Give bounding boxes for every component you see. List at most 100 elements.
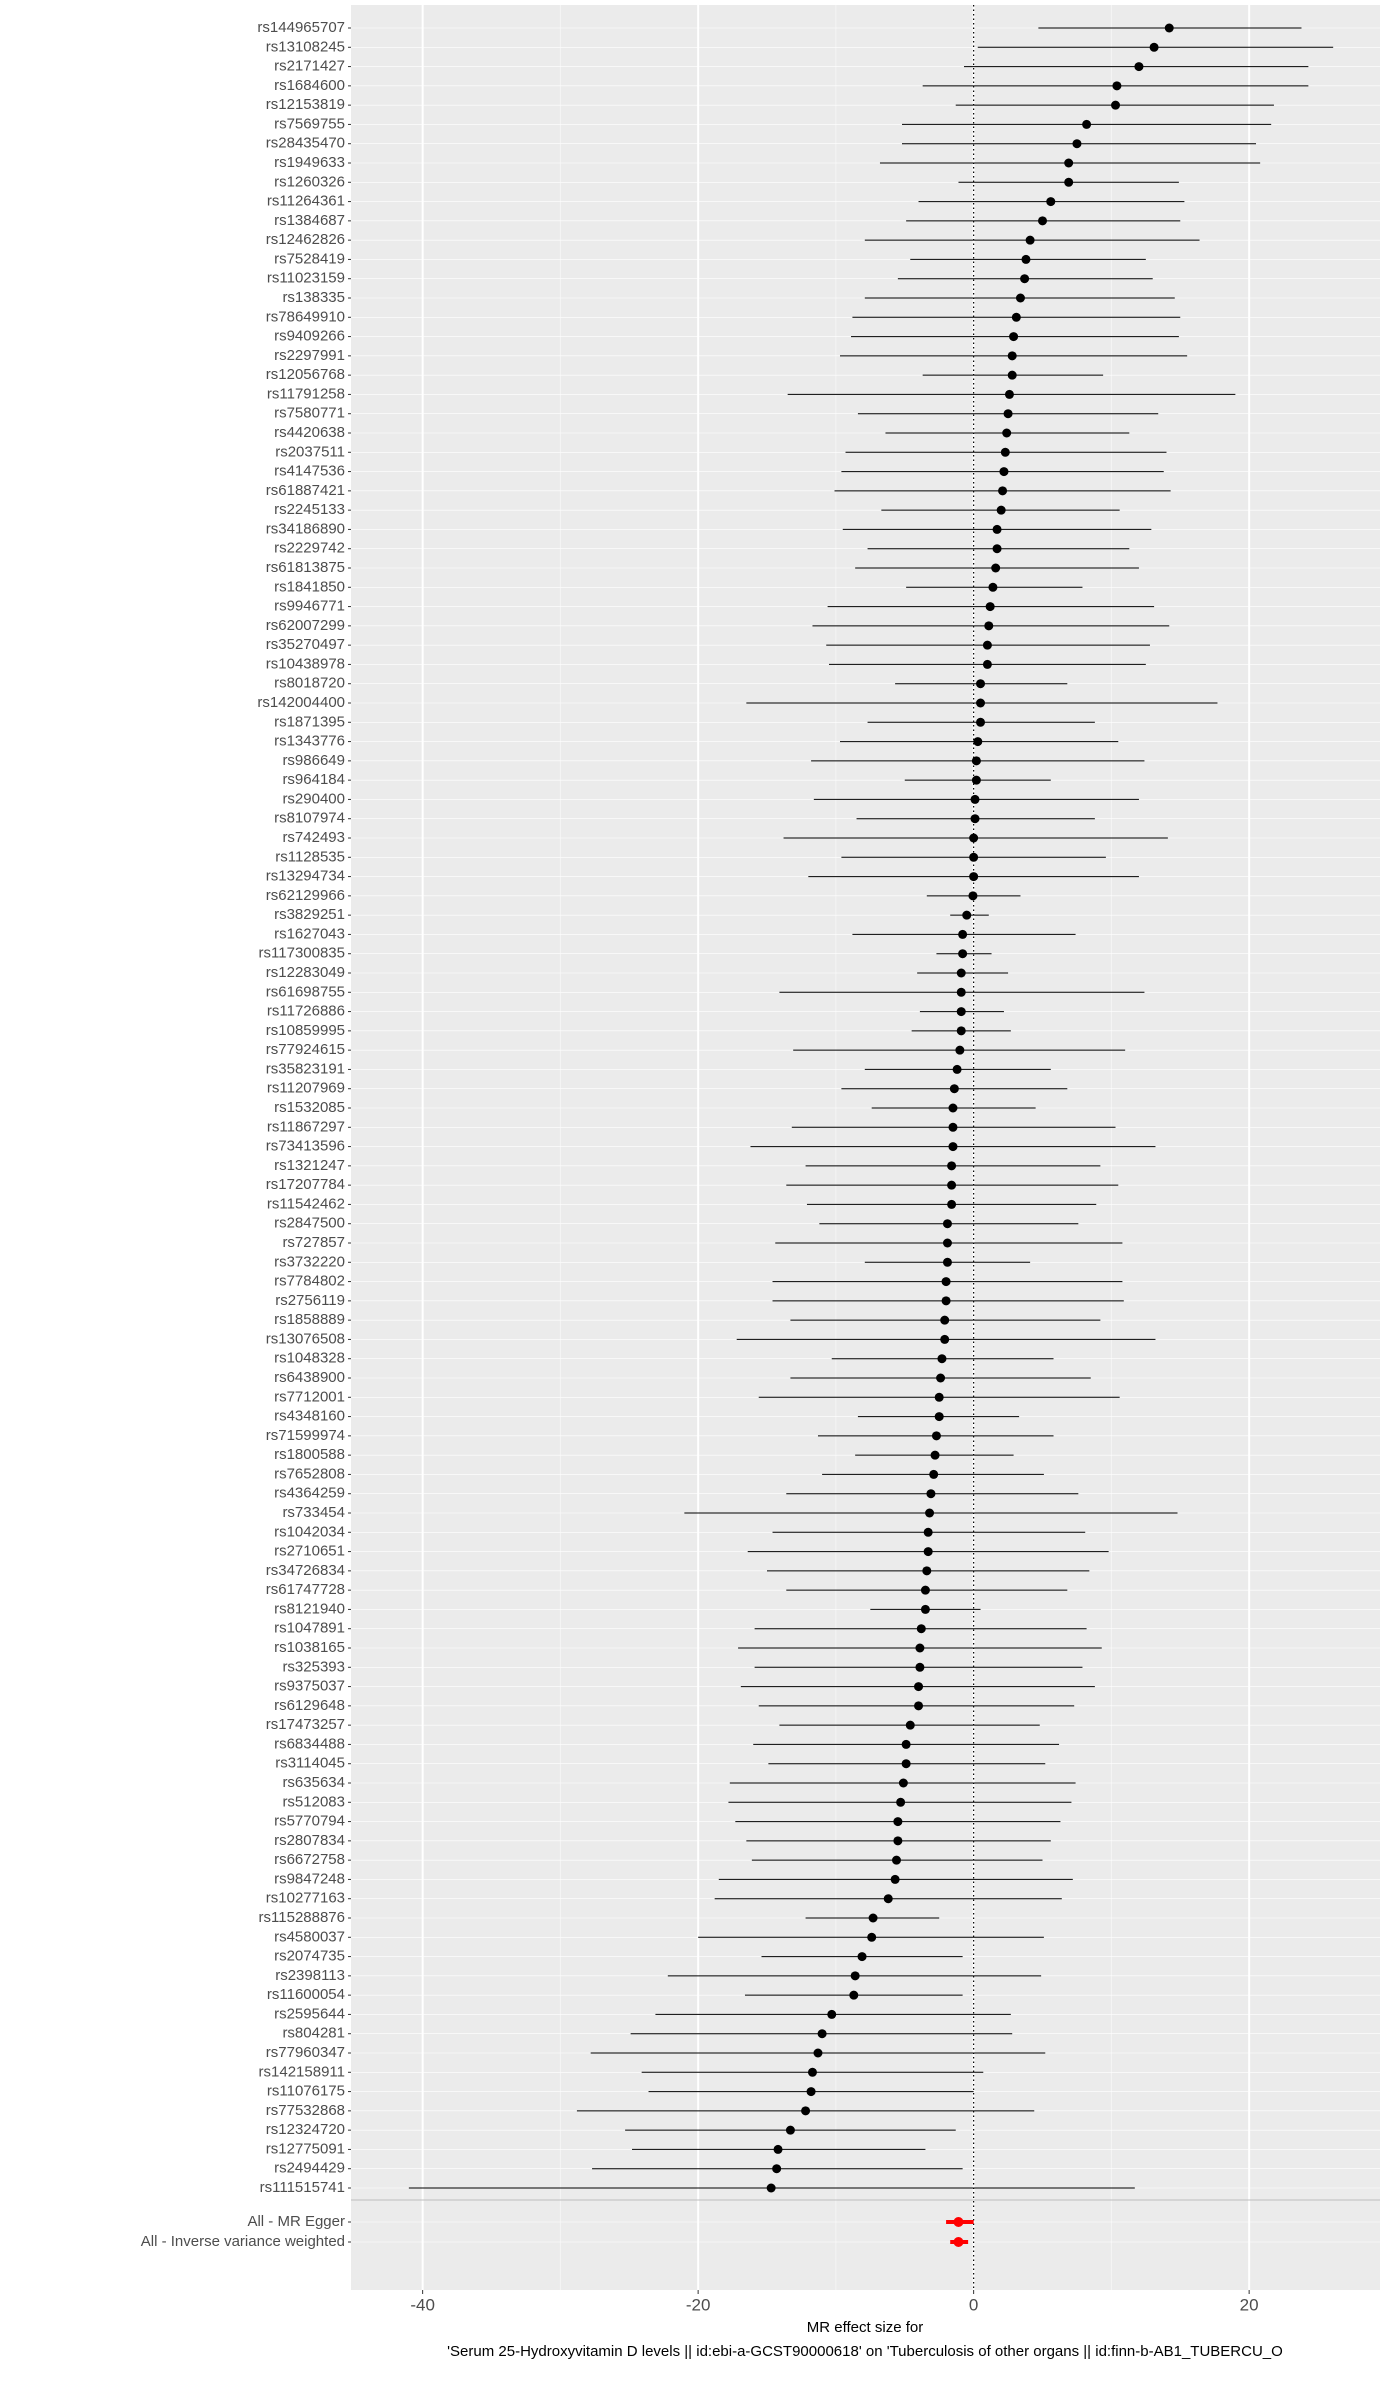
y-tick-label: rs7652808: [274, 1465, 345, 1482]
point: [992, 544, 1002, 554]
y-tick-label: rs2229742: [274, 540, 345, 557]
point: [942, 1219, 952, 1229]
y-tick-label: rs117300835: [259, 945, 345, 962]
y-tick-label: rs6438900: [274, 1369, 345, 1386]
point: [931, 1431, 941, 1441]
x-tick-label: -40: [410, 2295, 435, 2314]
point: [893, 1836, 903, 1846]
point: [827, 2009, 837, 2019]
point: [955, 1045, 965, 1055]
point: [817, 2029, 827, 2039]
y-tick-label: rs11600054: [267, 1986, 345, 2003]
point: [901, 1759, 911, 1769]
y-tick-label: rs138335: [282, 289, 345, 306]
y-tick-label: rs61698755: [266, 983, 345, 1000]
y-tick-label: rs1532085: [274, 1099, 345, 1116]
y-tick-label: rs9946771: [274, 598, 345, 615]
y-tick-label: rs73413596: [266, 1138, 345, 1155]
point: [952, 1064, 962, 1074]
y-tick-label: rs12462826: [266, 231, 345, 248]
point: [1038, 216, 1048, 226]
y-tick-label: rs2297991: [274, 347, 345, 364]
point: [942, 1257, 952, 1267]
point: [970, 794, 980, 804]
x-axis-label: MR effect size for: [807, 2319, 923, 2336]
y-tick-label: rs4580037: [274, 1928, 345, 1945]
y-tick-label: rs1627043: [274, 925, 345, 942]
y-tick-label: rs7569755: [274, 115, 345, 132]
point: [1134, 62, 1144, 72]
point: [948, 1122, 958, 1132]
point: [1064, 158, 1074, 168]
y-tick-label: rs7712001: [274, 1388, 345, 1405]
y-tick-label: rs7580771: [274, 405, 345, 422]
point: [984, 621, 994, 631]
y-tick-label: rs2074735: [274, 1948, 345, 1965]
point: [999, 467, 1009, 477]
point: [925, 1508, 935, 1518]
y-tick-label: rs10859995: [266, 1022, 345, 1039]
point: [947, 1199, 957, 1209]
y-tick-label: rs1128535: [275, 848, 345, 865]
point: [937, 1354, 947, 1364]
point: [998, 486, 1008, 496]
y-tick-label: rs9847248: [274, 1870, 345, 1887]
point: [992, 524, 1002, 534]
point: [971, 756, 981, 766]
y-tick-label: rs1384687: [274, 212, 345, 229]
y-tick-label: rs2710651: [274, 1543, 345, 1560]
point: [896, 1797, 906, 1807]
point: [958, 929, 968, 939]
point: [807, 2067, 817, 2077]
point: [969, 872, 979, 882]
y-tick-label: rs62007299: [266, 617, 345, 634]
point: [976, 698, 986, 708]
point: [969, 852, 979, 862]
y-tick-label: rs6672758: [274, 1851, 345, 1868]
y-tick-label: rs727857: [282, 1234, 345, 1251]
point: [915, 1662, 925, 1672]
y-tick-label: rs71599974: [266, 1427, 345, 1444]
point: [953, 2237, 964, 2247]
point: [1111, 100, 1121, 110]
point: [920, 1585, 930, 1595]
point: [1112, 81, 1122, 91]
panel: [351, 5, 1380, 2290]
point: [956, 1026, 966, 1036]
y-tick-label: rs34726834: [266, 1562, 345, 1579]
point: [934, 1392, 944, 1402]
y-tick-label: rs8018720: [274, 675, 345, 692]
point: [968, 891, 978, 901]
point: [890, 1874, 900, 1884]
y-tick-label: rs17473257: [266, 1716, 345, 1733]
y-tick-label: rs1841850: [274, 578, 345, 595]
point: [923, 1527, 933, 1537]
y-tick-label: rs2756119: [275, 1292, 345, 1309]
point: [766, 2183, 776, 2193]
point: [988, 582, 998, 592]
y-tick-label: rs512083: [282, 1793, 345, 1810]
point: [905, 1720, 915, 1730]
point: [930, 1450, 940, 1460]
y-tick-label: rs2245133: [274, 501, 345, 518]
point: [867, 1932, 877, 1942]
y-tick-label: rs12153819: [266, 96, 345, 113]
point: [914, 1682, 924, 1692]
point: [901, 1739, 911, 1749]
point: [929, 1469, 939, 1479]
point: [1025, 235, 1035, 245]
y-tick-label: rs12775091: [266, 2140, 345, 2157]
y-tick-label: rs17207784: [266, 1176, 345, 1193]
y-tick-label: rs1042034: [274, 1523, 345, 1540]
point: [936, 1373, 946, 1383]
y-tick-label: rs35270497: [266, 636, 345, 653]
point: [1015, 293, 1025, 303]
y-tick-label: rs986649: [282, 752, 345, 769]
y-tick-label: rs12324720: [266, 2121, 345, 2138]
point: [940, 1334, 950, 1344]
point: [923, 1547, 933, 1557]
y-tick-label: rs4147536: [274, 463, 345, 480]
point: [891, 1855, 901, 1865]
point: [956, 987, 966, 997]
y-tick-label: rs28435470: [266, 135, 345, 152]
